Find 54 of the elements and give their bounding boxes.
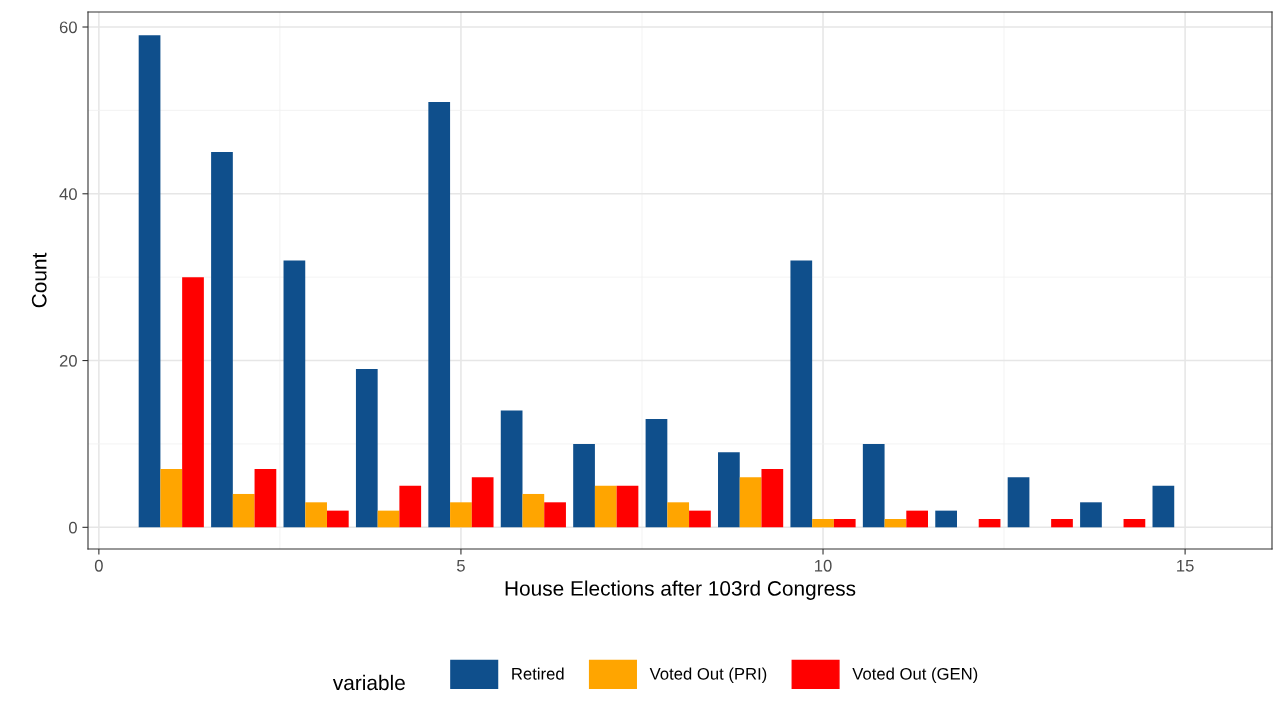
bar bbox=[667, 502, 690, 528]
y-tick-label: 60 bbox=[59, 21, 77, 34]
bar bbox=[1051, 518, 1073, 528]
bar bbox=[182, 277, 204, 528]
bar bbox=[355, 368, 378, 528]
bar bbox=[718, 452, 740, 528]
y-tick-label: 20 bbox=[59, 354, 77, 367]
legend-title: variable bbox=[332, 674, 405, 691]
bar bbox=[689, 510, 711, 528]
bar bbox=[739, 477, 762, 528]
legend-label: Retired bbox=[512, 667, 564, 680]
legend-label: Voted Out (PRI) bbox=[649, 667, 767, 684]
bar bbox=[906, 510, 929, 528]
bar bbox=[160, 468, 183, 528]
bar bbox=[283, 260, 306, 528]
bar bbox=[1123, 518, 1146, 528]
bar bbox=[500, 410, 523, 528]
bar bbox=[305, 502, 327, 528]
bar bbox=[428, 102, 451, 528]
y-tick-label: 40 bbox=[59, 188, 77, 200]
bar bbox=[544, 502, 566, 528]
bar bbox=[399, 485, 422, 528]
legend-label: Voted Out (GEN) bbox=[852, 667, 978, 684]
bar bbox=[645, 418, 668, 528]
bar bbox=[761, 468, 784, 528]
bar bbox=[138, 35, 161, 528]
y-tick-label: 0 bbox=[68, 521, 77, 534]
bar bbox=[884, 518, 907, 528]
bar bbox=[211, 152, 233, 528]
x-axis-title: House Elections after 103rd Congress bbox=[505, 580, 856, 600]
bar bbox=[377, 510, 400, 528]
bar bbox=[450, 502, 472, 528]
x-tick-label: 15 bbox=[1177, 560, 1194, 572]
bar bbox=[471, 477, 494, 528]
bar bbox=[326, 510, 349, 528]
bar bbox=[1080, 502, 1102, 528]
bar bbox=[573, 443, 595, 528]
bar bbox=[522, 493, 545, 528]
x-tick-label: 10 bbox=[815, 559, 832, 572]
bar bbox=[594, 485, 617, 528]
bar bbox=[616, 485, 639, 528]
bar bbox=[862, 443, 885, 528]
bar bbox=[1007, 477, 1030, 528]
y-axis-title: Count bbox=[31, 252, 47, 308]
bar bbox=[935, 510, 957, 528]
bar bbox=[790, 260, 813, 528]
bar bbox=[232, 493, 255, 528]
bar bbox=[833, 518, 856, 528]
bar bbox=[812, 518, 834, 528]
bar bbox=[1152, 485, 1175, 528]
bar bbox=[978, 518, 1001, 528]
bar bbox=[254, 468, 277, 528]
x-tick-label: 5 bbox=[456, 560, 465, 572]
x-tick-label: 0 bbox=[94, 559, 103, 572]
